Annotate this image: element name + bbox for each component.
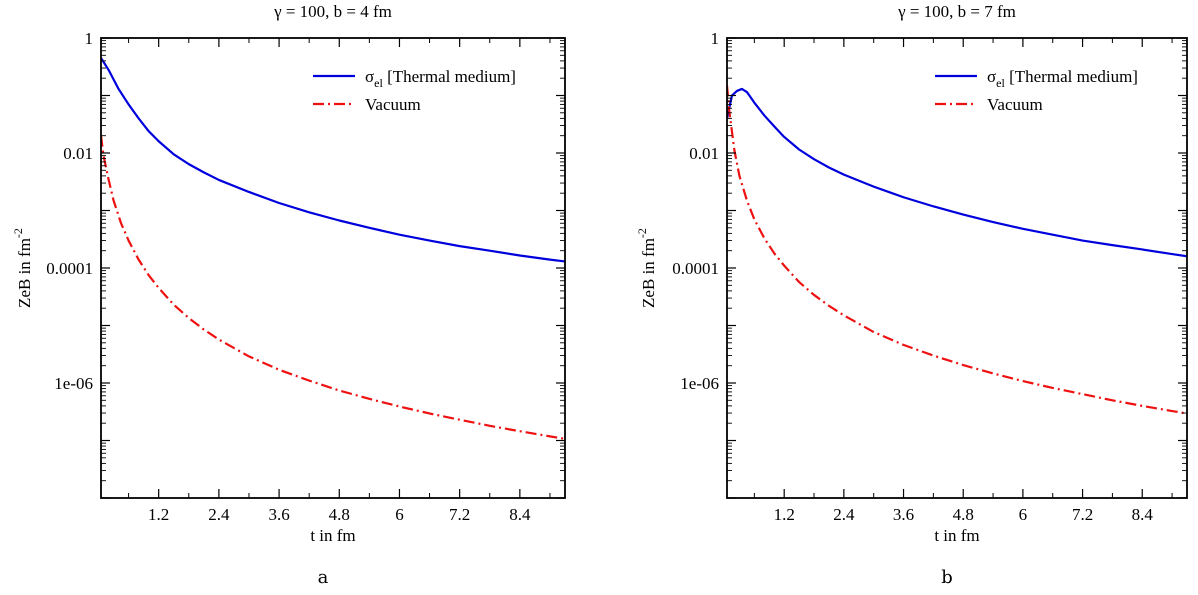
y-axis-label: ZeB in fm-2 [635, 228, 658, 308]
series-line-thermal-medium [727, 87, 1187, 258]
x-tick-label: 2.4 [208, 505, 230, 524]
x-tick-label: 3.6 [268, 505, 289, 524]
legend-label-name: σ [987, 67, 996, 86]
series-line-vacuum [727, 85, 1187, 415]
x-tick-label: 4.8 [329, 505, 350, 524]
y-tick-label: 0.01 [689, 144, 719, 163]
x-tick-label: 3.6 [893, 505, 914, 524]
x-tick-label: 4.8 [953, 505, 974, 524]
x-tick-label: 7.2 [449, 505, 470, 524]
legend-label-name: Vacuum [365, 95, 421, 114]
legend-label-name: σ [365, 67, 374, 86]
legend-label-subscript: el [374, 76, 383, 90]
legend-label-thermal-medium: σel [Thermal medium] [987, 67, 1138, 90]
legend-label-subscript: el [996, 76, 1005, 90]
y-tick-label: 1e-06 [680, 374, 719, 393]
x-tick-label: 1.2 [148, 505, 169, 524]
plot-frame [726, 37, 1188, 499]
x-tick-label: 7.2 [1072, 505, 1093, 524]
legend-label-suffix: [Thermal medium] [1005, 67, 1138, 86]
legend-label-name: Vacuum [987, 95, 1043, 114]
chart-panel-a: 1.2 2.4 3.6 4.8 6 7.2 8.4 1 0.01 0.0001 1e-06 γ = 1… [11, 2, 566, 588]
y-tick-label: 1 [711, 29, 720, 48]
x-axis-label: t in fm [310, 526, 355, 545]
x-tick-label: 2.4 [833, 505, 855, 524]
plot-frame [100, 37, 566, 499]
chart-title: γ = 100, b = 7 fm [897, 2, 1016, 21]
legend-label-thermal-medium: σel [Thermal medium] [365, 67, 516, 90]
legend-label-vacuum: Vacuum [987, 95, 1043, 114]
panel-label: a [318, 567, 329, 588]
y-axis-label-text: ZeB in fm [639, 238, 658, 308]
y-axis-label: ZeB in fm-2 [11, 228, 34, 308]
y-tick-label: 0.01 [63, 144, 93, 163]
x-axis-label: t in fm [934, 526, 979, 545]
y-tick-label: 0.0001 [46, 259, 93, 278]
series-line-thermal-medium [101, 57, 565, 263]
x-tick-label: 8.4 [1132, 505, 1154, 524]
legend-label-vacuum: Vacuum [365, 95, 421, 114]
chart-panel-b: 1.2 2.4 3.6 4.8 6 7.2 8.4 1 0.01 0.0001 1e-06 γ = 1… [635, 2, 1188, 588]
x-tick-label: 6 [395, 505, 404, 524]
y-axis-label-exponent: -2 [635, 228, 649, 238]
panel-label: b [941, 567, 953, 588]
x-tick-label: 1.2 [774, 505, 795, 524]
chart-title: γ = 100, b = 4 fm [273, 2, 392, 21]
series-line-vacuum [101, 135, 565, 440]
y-tick-label: 1e-06 [54, 374, 93, 393]
y-tick-label: 1 [85, 29, 94, 48]
y-tick-label: 0.0001 [672, 259, 719, 278]
x-tick-label: 6 [1019, 505, 1028, 524]
y-axis-label-exponent: -2 [11, 228, 25, 238]
y-axis-label-text: ZeB in fm [15, 238, 34, 308]
x-tick-label: 8.4 [509, 505, 531, 524]
legend-label-suffix: [Thermal medium] [383, 67, 516, 86]
